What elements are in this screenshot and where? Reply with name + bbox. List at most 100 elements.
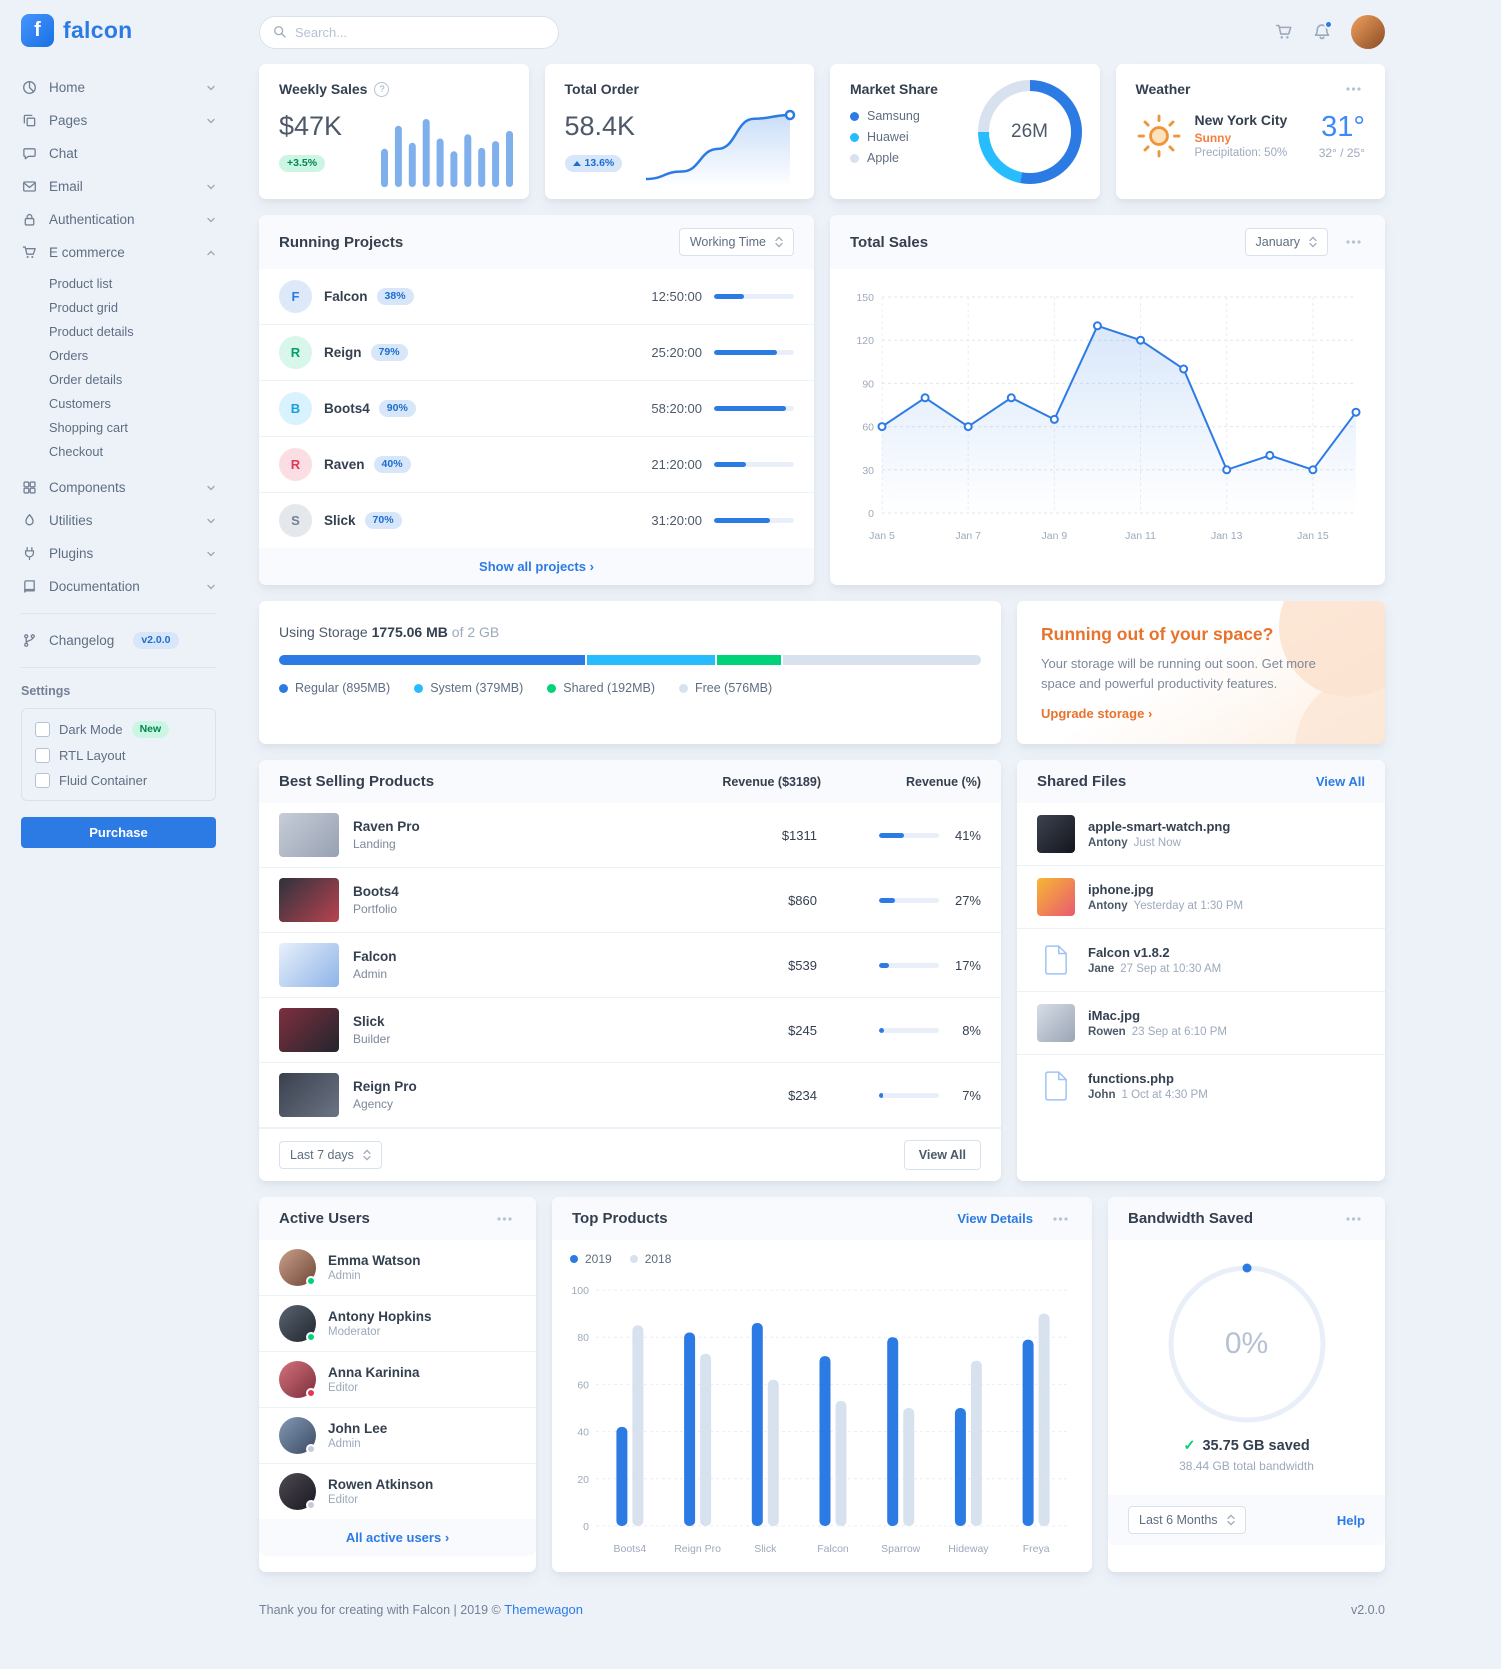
file-thumbnail[interactable] [1037, 878, 1075, 916]
total-sales-menu-button[interactable] [1342, 236, 1365, 248]
view-details-link[interactable]: View Details [957, 1211, 1033, 1226]
dark-mode-checkbox[interactable] [35, 721, 50, 737]
user-name-link[interactable]: Rowen Atkinson [328, 1477, 434, 1492]
product-name-link[interactable]: Falcon [353, 949, 397, 964]
project-name-link[interactable]: Reign [324, 345, 362, 360]
sidebar-item-email[interactable]: Email [21, 170, 216, 203]
sidebar-item-ecommerce[interactable]: E commerce [21, 236, 216, 269]
file-name-link[interactable]: iphone.jpg [1088, 882, 1154, 897]
php-file-icon[interactable] [1037, 1067, 1075, 1105]
project-name-link[interactable]: Falcon [324, 289, 368, 304]
sidebar-item-documentation[interactable]: Documentation [21, 570, 216, 603]
status-dot [306, 1388, 316, 1398]
product-name-link[interactable]: Raven Pro [353, 819, 420, 834]
sidebar-item-pages[interactable]: Pages [21, 104, 216, 137]
purchase-button[interactable]: Purchase [21, 816, 216, 848]
product-type[interactable]: Agency [353, 1097, 394, 1111]
fluid-container-checkbox[interactable] [35, 772, 50, 788]
user-avatar[interactable] [279, 1473, 316, 1510]
all-active-users-link[interactable]: All active users › [345, 1530, 450, 1545]
sidebar-item-checkout[interactable]: Checkout [49, 443, 104, 459]
themewagon-link[interactable]: Themewagon [504, 1602, 584, 1617]
help-link[interactable]: Help [1336, 1512, 1365, 1528]
product-thumbnail[interactable] [279, 1073, 339, 1117]
fluid-container-toggle[interactable]: Fluid Container [35, 772, 202, 788]
total-sales-title: Total Sales [850, 233, 929, 251]
search-input[interactable] [295, 24, 545, 40]
file-thumbnail[interactable] [1037, 815, 1075, 853]
search-box[interactable] [259, 15, 559, 49]
sidebar-item-home[interactable]: Home [21, 71, 216, 104]
product-type[interactable]: Admin [353, 967, 388, 981]
brand-logo[interactable]: f falcon [21, 14, 216, 47]
project-name-link[interactable]: Raven [324, 457, 365, 472]
product-thumbnail[interactable] [279, 813, 339, 857]
sidebar-item-utilities[interactable]: Utilities [21, 504, 216, 537]
rtl-layout-toggle[interactable]: RTL Layout [35, 747, 202, 763]
file-thumbnail[interactable] [1037, 1004, 1075, 1042]
product-revenue-percent: 27% [954, 892, 981, 908]
user-avatar[interactable] [279, 1417, 316, 1454]
file-name-link[interactable]: apple-smart-watch.png [1088, 819, 1231, 834]
working-time-select[interactable]: Working Time [678, 228, 794, 256]
product-type[interactable]: Builder [353, 1032, 391, 1046]
user-avatar[interactable] [279, 1361, 316, 1398]
sidebar-item-product-list[interactable]: Product list [49, 275, 113, 291]
user-avatar[interactable] [279, 1305, 316, 1342]
zip-file-icon[interactable] [1037, 941, 1075, 979]
sidebar-item-chat[interactable]: Chat [21, 137, 216, 170]
file-name-link[interactable]: Falcon v1.8.2 [1088, 945, 1170, 960]
product-name-link[interactable]: Reign Pro [353, 1079, 417, 1094]
top-products-title: Top Products [572, 1210, 668, 1227]
sidebar-item-plugins[interactable]: Plugins [21, 537, 216, 570]
file-name-link[interactable]: iMac.jpg [1088, 1008, 1141, 1023]
upgrade-storage-link[interactable]: Upgrade storage › [1041, 706, 1153, 721]
view-all-products-button[interactable]: View All [903, 1140, 981, 1170]
product-name-link[interactable]: Boots4 [353, 884, 399, 899]
bottom-row: Active Users Emma Watson Admin Antony Hop… [259, 1197, 1385, 1572]
sidebar-item-product-details[interactable]: Product details [49, 323, 134, 339]
months-select[interactable]: Last 6 Months [1128, 1506, 1246, 1534]
user-name-link[interactable]: Emma Watson [328, 1253, 421, 1268]
user-avatar[interactable] [279, 1249, 316, 1286]
rtl-layout-checkbox[interactable] [35, 747, 50, 763]
user-name-link[interactable]: Antony Hopkins [328, 1309, 432, 1324]
file-name-link[interactable]: functions.php [1088, 1071, 1174, 1086]
sidebar-item-components[interactable]: Components [21, 471, 216, 504]
weather-body: New York City Sunny Precipitation: 50% 3… [1136, 111, 1365, 160]
weather-menu-button[interactable] [1342, 83, 1365, 95]
user-name-link[interactable]: John Lee [328, 1421, 388, 1436]
help-icon[interactable]: ? [374, 81, 390, 97]
sidebar-item-authentication[interactable]: Authentication [21, 203, 216, 236]
cart-button[interactable] [1275, 23, 1293, 41]
view-all-files-link[interactable]: View All [1315, 774, 1365, 789]
sidebar-item-label: Pages [49, 113, 88, 128]
user-name-link[interactable]: Anna Karinina [328, 1365, 420, 1380]
dark-mode-toggle[interactable]: Dark Mode New [35, 721, 202, 738]
sidebar-item-changelog[interactable]: Changelog v2.0.0 [21, 624, 216, 657]
product-thumbnail[interactable] [279, 878, 339, 922]
top-products-menu-button[interactable] [1049, 1213, 1072, 1225]
notifications-button[interactable] [1313, 20, 1333, 41]
sidebar-item-order-details[interactable]: Order details [49, 371, 123, 387]
bandwidth-menu-button[interactable] [1342, 1213, 1365, 1225]
active-users-menu-button[interactable] [493, 1213, 516, 1225]
month-select[interactable]: January [1244, 228, 1328, 256]
sidebar-item-product-grid[interactable]: Product grid [49, 299, 118, 315]
sidebar-item-shopping-cart[interactable]: Shopping cart [49, 419, 128, 435]
svg-text:Jan 11: Jan 11 [1125, 530, 1156, 542]
project-name-link[interactable]: Boots4 [324, 401, 370, 416]
product-type[interactable]: Portfolio [353, 902, 398, 916]
product-revenue: $860 [788, 892, 817, 908]
sidebar-item-orders[interactable]: Orders [49, 347, 89, 363]
date-range-select[interactable]: Last 7 days [279, 1141, 382, 1169]
product-thumbnail[interactable] [279, 1008, 339, 1052]
product-type[interactable]: Landing [353, 837, 396, 851]
sidebar-item-label: Components [49, 480, 126, 495]
sidebar-item-customers[interactable]: Customers [49, 395, 111, 411]
show-all-projects-link[interactable]: Show all projects › [479, 559, 594, 574]
user-avatar[interactable] [1351, 15, 1385, 49]
product-name-link[interactable]: Slick [353, 1014, 385, 1029]
project-name-link[interactable]: Slick [324, 513, 356, 528]
product-thumbnail[interactable] [279, 943, 339, 987]
